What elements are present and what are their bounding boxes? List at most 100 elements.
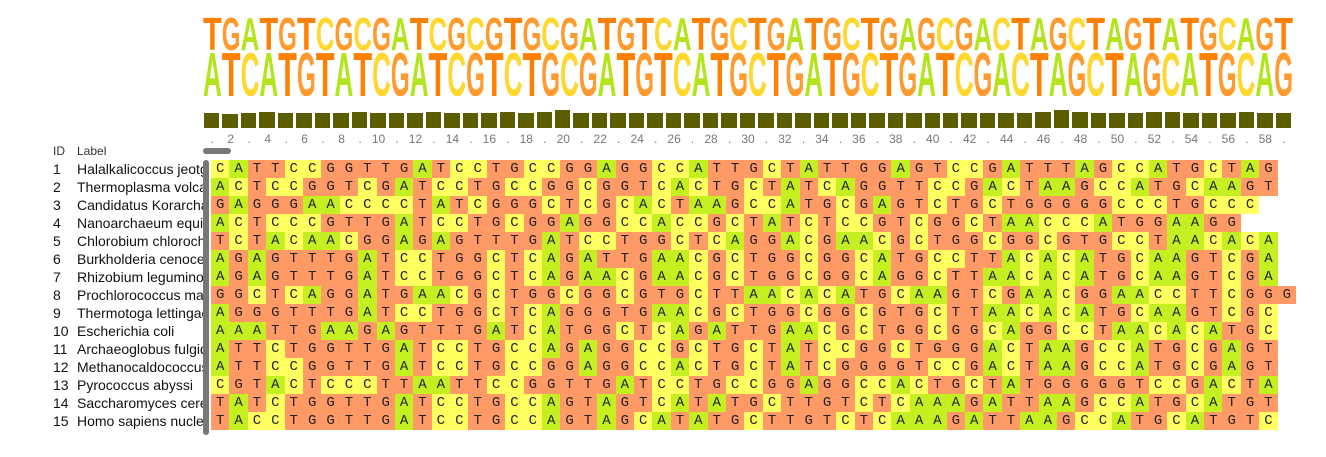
residue-cell[interactable]: A: [1056, 178, 1076, 196]
residue-cell[interactable]: C: [358, 196, 377, 214]
residue-cell[interactable]: G: [1020, 322, 1039, 340]
residue-cell[interactable]: T: [413, 394, 432, 412]
residue-cell[interactable]: C: [1112, 358, 1131, 376]
residue-cell[interactable]: A: [707, 322, 726, 340]
residue-cell[interactable]: G: [836, 250, 855, 268]
residue-cell[interactable]: G: [817, 394, 837, 412]
residue-cell[interactable]: T: [266, 160, 285, 178]
residue-cell[interactable]: C: [450, 160, 469, 178]
residue-cell[interactable]: A: [983, 340, 1002, 358]
residue-cell[interactable]: A: [431, 376, 451, 394]
residue-cell[interactable]: G: [302, 322, 322, 340]
residue-cell[interactable]: T: [1240, 376, 1260, 394]
residue-cell[interactable]: G: [946, 412, 966, 430]
residue-cell[interactable]: T: [339, 340, 359, 358]
residue-cell[interactable]: A: [1038, 340, 1057, 358]
residue-cell[interactable]: T: [854, 412, 874, 430]
residue-cell[interactable]: T: [1259, 178, 1278, 196]
residue-cell[interactable]: T: [413, 214, 432, 232]
residue-cell[interactable]: T: [670, 412, 690, 430]
residue-cell[interactable]: G: [486, 196, 506, 214]
residue-cell[interactable]: T: [965, 268, 984, 286]
residue-cell[interactable]: T: [505, 304, 524, 322]
residue-cell[interactable]: C: [1001, 340, 1021, 358]
residue-cell[interactable]: T: [781, 394, 800, 412]
residue-cell[interactable]: T: [578, 412, 598, 430]
residue-cell[interactable]: A: [1148, 250, 1168, 268]
residue-cell[interactable]: T: [1204, 268, 1223, 286]
residue-cell[interactable]: A: [707, 196, 726, 214]
residue-cell[interactable]: C: [1204, 232, 1223, 250]
residue-cell[interactable]: C: [965, 160, 984, 178]
residue-cell[interactable]: G: [965, 322, 984, 340]
residue-cell[interactable]: G: [781, 304, 800, 322]
residue-cell[interactable]: G: [946, 232, 966, 250]
residue-cell[interactable]: G: [633, 304, 653, 322]
residue-cell[interactable]: T: [799, 394, 818, 412]
residue-cell[interactable]: T: [505, 322, 524, 340]
residue-cell[interactable]: A: [781, 178, 800, 196]
residue-cell[interactable]: T: [873, 322, 892, 340]
residue-cell[interactable]: G: [615, 178, 634, 196]
residue-cell[interactable]: G: [229, 286, 248, 304]
residue-cell[interactable]: T: [358, 214, 377, 232]
residue-cell[interactable]: C: [965, 214, 984, 232]
residue-cell[interactable]: A: [358, 286, 377, 304]
residue-cell[interactable]: A: [781, 322, 800, 340]
residue-cell[interactable]: G: [1001, 286, 1021, 304]
residue-cell[interactable]: T: [799, 178, 818, 196]
residue-cell[interactable]: T: [1148, 340, 1168, 358]
residue-cell[interactable]: T: [358, 340, 377, 358]
residue-cell[interactable]: T: [615, 250, 634, 268]
residue-cell[interactable]: T: [247, 178, 267, 196]
residue-cell[interactable]: C: [946, 178, 966, 196]
residue-cell[interactable]: T: [1020, 340, 1039, 358]
residue-cell[interactable]: A: [1204, 394, 1223, 412]
residue-cell[interactable]: G: [229, 250, 248, 268]
residue-cell[interactable]: G: [817, 250, 837, 268]
residue-cell[interactable]: A: [211, 322, 230, 340]
residue-cell[interactable]: A: [339, 322, 359, 340]
residue-cell[interactable]: T: [707, 160, 726, 178]
residue-cell[interactable]: G: [689, 322, 708, 340]
residue-cell[interactable]: G: [836, 358, 855, 376]
residue-cell[interactable]: A: [542, 322, 561, 340]
residue-cell[interactable]: C: [450, 358, 469, 376]
residue-cell[interactable]: G: [615, 394, 634, 412]
residue-cell[interactable]: T: [799, 340, 818, 358]
residue-cell[interactable]: C: [836, 196, 855, 214]
residue-cell[interactable]: C: [854, 394, 874, 412]
residue-cell[interactable]: T: [928, 232, 947, 250]
residue-cell[interactable]: A: [909, 412, 929, 430]
residue-cell[interactable]: A: [394, 178, 414, 196]
residue-cell[interactable]: C: [523, 304, 543, 322]
residue-cell[interactable]: C: [1185, 394, 1205, 412]
sequence-label-row[interactable]: 1 Halalkalicoccus jeotgali: [53, 160, 203, 178]
residue-cell[interactable]: C: [633, 340, 653, 358]
residue-cell[interactable]: G: [339, 286, 359, 304]
residue-cell[interactable]: C: [505, 412, 524, 430]
residue-cell[interactable]: A: [983, 304, 1002, 322]
residue-cell[interactable]: T: [725, 286, 745, 304]
residue-cell[interactable]: C: [633, 214, 653, 232]
residue-cell[interactable]: G: [707, 304, 726, 322]
residue-cell[interactable]: C: [873, 232, 892, 250]
residue-cell[interactable]: C: [799, 214, 818, 232]
residue-cell[interactable]: C: [247, 412, 267, 430]
residue-cell[interactable]: A: [542, 304, 561, 322]
residue-cell[interactable]: T: [928, 376, 947, 394]
residue-cell[interactable]: T: [707, 340, 726, 358]
residue-cell[interactable]: C: [1056, 322, 1076, 340]
residue-cell[interactable]: G: [321, 214, 340, 232]
residue-cell[interactable]: A: [302, 196, 322, 214]
residue-cell[interactable]: C: [1259, 322, 1278, 340]
residue-cell[interactable]: T: [229, 358, 248, 376]
residue-cell[interactable]: A: [1130, 286, 1149, 304]
residue-cell[interactable]: G: [1185, 304, 1205, 322]
residue-cell[interactable]: C: [302, 214, 322, 232]
residue-cell[interactable]: T: [1259, 358, 1278, 376]
residue-cell[interactable]: A: [413, 160, 432, 178]
residue-cell[interactable]: G: [744, 232, 763, 250]
residue-cell[interactable]: C: [542, 160, 561, 178]
residue-cell[interactable]: G: [707, 268, 726, 286]
